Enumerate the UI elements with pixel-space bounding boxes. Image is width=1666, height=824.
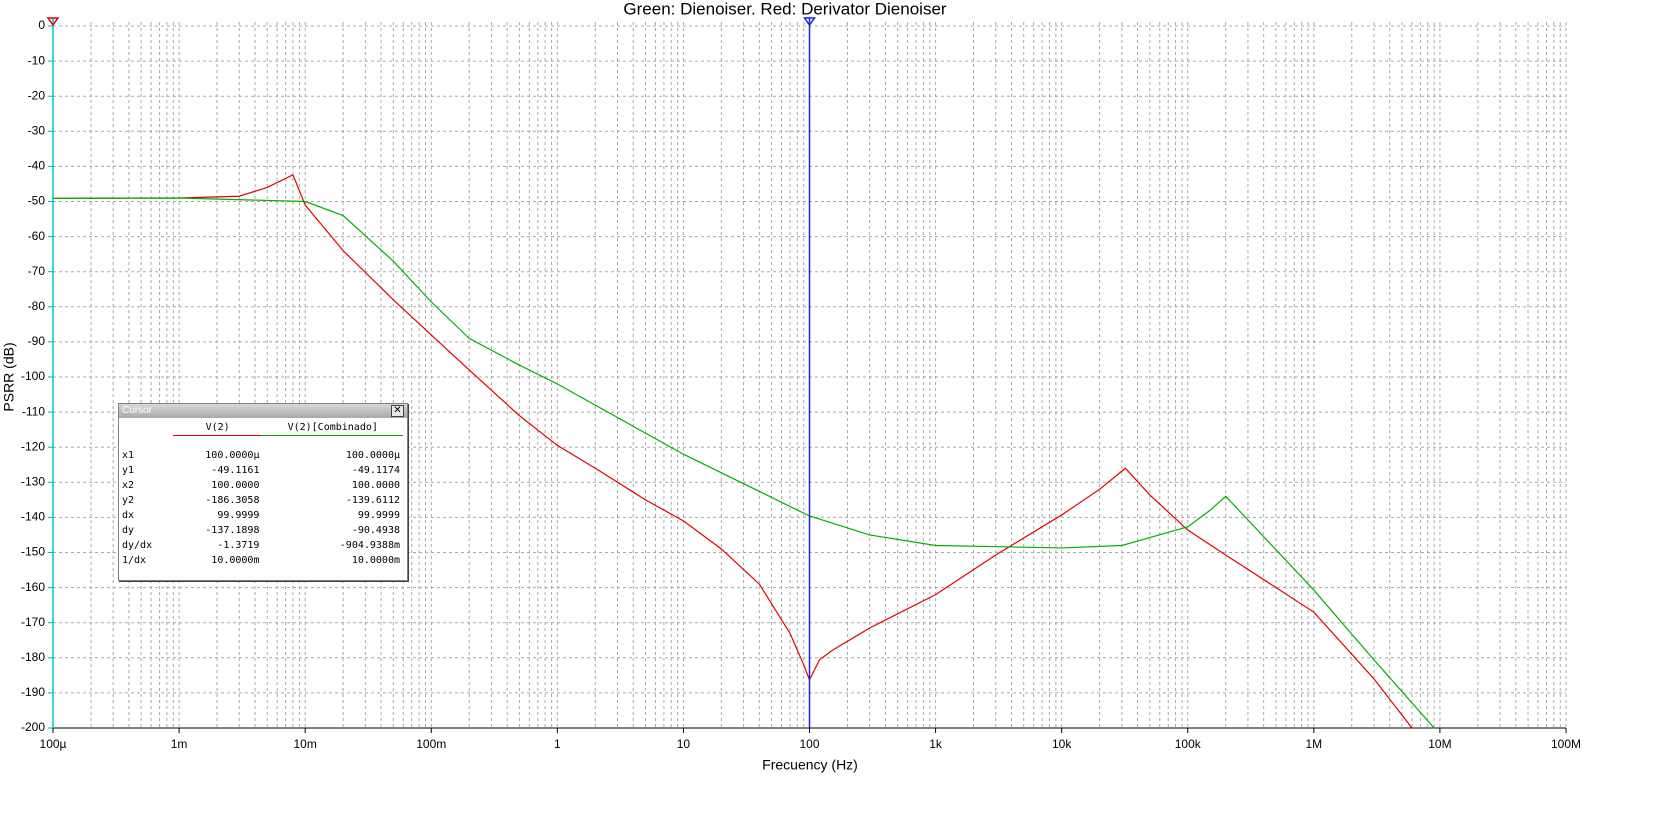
x-tick-label: 100M: [1551, 737, 1581, 751]
series-line: [52, 197, 1435, 729]
x-tick-label: 10k: [1052, 737, 1072, 751]
x-tick-label: 1: [554, 737, 561, 751]
cursor-row: dy -137.1898 -90.4938: [119, 523, 403, 538]
row-label: dy/dx: [122, 539, 153, 551]
spacer-row: [119, 436, 403, 448]
cell: -186.3058: [205, 494, 260, 506]
y-tick-label: -150: [21, 545, 45, 559]
x-tick-label: 1k: [929, 737, 943, 751]
cell: -49.1161: [211, 464, 260, 476]
y-tick-label: -70: [28, 264, 46, 278]
y-tick-label: -40: [28, 159, 46, 173]
cell: 99.9999: [217, 509, 260, 521]
row-label: x2: [122, 479, 135, 491]
x-axis-label: Frecuency (Hz): [762, 757, 858, 773]
x-tick-label: 100m: [416, 737, 446, 751]
y-tick-label: -90: [28, 334, 46, 348]
window-title: Cursor: [122, 405, 153, 416]
cell: -90.4938: [351, 524, 400, 536]
cursor-row: dy/dx -1.3719 -904.9388m: [119, 538, 403, 553]
row-label: y2: [122, 494, 135, 506]
cell: 10.0000m: [211, 554, 260, 566]
y-tick-label: -20: [28, 88, 46, 102]
row-label: dy: [122, 524, 135, 536]
chart-title: Green: Dienoiser. Red: Derivator Dienois…: [623, 0, 946, 18]
x-tick-label: 1m: [171, 737, 188, 751]
y-tick-label: 0: [38, 18, 45, 32]
cursor-row: x2 100.0000 100.0000: [119, 478, 403, 493]
cursor-row: y1 -49.1161 -49.1174: [119, 463, 403, 478]
cursor-marker: [46, 17, 60, 27]
y-tick-label: -30: [28, 123, 46, 137]
x-tick-label: 10M: [1428, 737, 1451, 751]
cursor-row: 1/dx 10.0000m 10.0000m: [119, 553, 403, 568]
window-title-bar: Cursor ✕: [119, 404, 407, 418]
cursor-marker: [803, 17, 816, 27]
row-label: x1: [122, 449, 135, 461]
cell: 100.0000: [211, 479, 260, 491]
x-tick-label: 10m: [293, 737, 316, 751]
y-tick-label: -190: [21, 685, 45, 699]
row-label: y1: [122, 464, 135, 476]
y-tick-label: -60: [28, 229, 46, 243]
x-tick-label: 100µ: [40, 737, 67, 751]
y-tick-label: -80: [28, 299, 46, 313]
cell: 100.0000µ: [205, 449, 260, 461]
cell: -139.6112: [345, 494, 400, 506]
x-tick-label: 100k: [1175, 737, 1202, 751]
cell: 10.0000m: [351, 554, 400, 566]
close-button[interactable]: ✕: [391, 405, 404, 417]
cell: -1.3719: [217, 539, 260, 551]
cell: 99.9999: [357, 509, 400, 521]
cursor-row: y2 -186.3058 -139.6112: [119, 493, 403, 508]
row-label: 1/dx: [122, 554, 147, 566]
y-tick-label: -120: [21, 439, 45, 453]
column-header: V(2): [172, 422, 263, 436]
y-tick-label: -170: [21, 615, 45, 629]
y-tick-label: -50: [28, 194, 46, 208]
cell: 100.0000µ: [345, 449, 400, 461]
series-line: [52, 173, 1413, 729]
y-tick-label: -130: [21, 474, 45, 488]
y-tick-label: -10: [28, 53, 46, 67]
cell: -137.1898: [205, 524, 260, 536]
y-tick-label: -140: [21, 510, 45, 524]
y-tick-label: -100: [21, 369, 45, 383]
cell: -904.9388m: [339, 539, 400, 551]
column-header: V(2)[Combinado]: [262, 422, 403, 436]
y-tick-label: -110: [22, 404, 45, 418]
cursor-window[interactable]: Cursor ✕ V(2) V(2)[Combinado] x1 100.0000µ 10…: [118, 403, 408, 581]
y-tick-label: -180: [21, 650, 45, 664]
y-axis-label: PSRR (dB): [1, 342, 17, 411]
cell: -49.1174: [351, 464, 400, 476]
y-tick-label: -160: [21, 580, 45, 594]
cursor-table: V(2) V(2)[Combinado] x1 100.0000µ 100.0000µ y…: [119, 422, 403, 568]
x-tick-label: 10: [677, 737, 691, 751]
x-tick-label: 100: [799, 737, 819, 751]
cursor-row: dx 99.9999 99.9999: [119, 508, 403, 523]
row-label: dx: [122, 509, 135, 521]
y-tick-label: -200: [21, 720, 45, 734]
cell: 100.0000: [351, 479, 400, 491]
cursor-row: x1 100.0000µ 100.0000µ: [119, 448, 403, 463]
x-tick-label: 1M: [1305, 737, 1322, 751]
